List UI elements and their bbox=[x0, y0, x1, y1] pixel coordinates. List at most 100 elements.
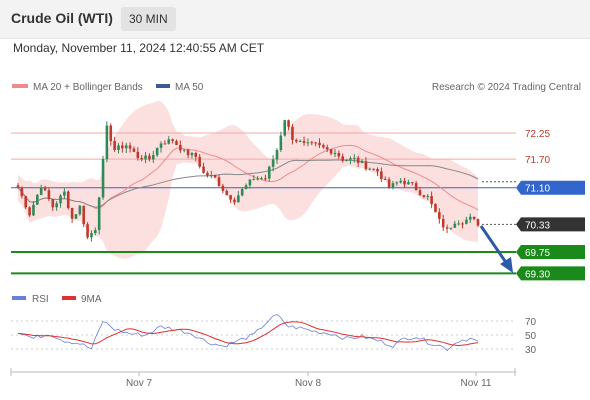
price-levels bbox=[11, 132, 516, 275]
rsi-tick-label: 30 bbox=[525, 345, 537, 356]
ma50-legend-swatch bbox=[156, 84, 170, 88]
rsi-legend-swatch bbox=[12, 296, 26, 300]
candle-body bbox=[283, 120, 287, 136]
forecast-arrow-shaft bbox=[479, 225, 509, 265]
candle-body bbox=[190, 153, 194, 156]
x-axis-label: Nov 7 bbox=[126, 378, 153, 389]
candle-body bbox=[449, 227, 453, 229]
chart-header: Crude Oil (WTI) 30 MIN bbox=[0, 0, 590, 39]
candle-body bbox=[341, 156, 345, 161]
candle-body bbox=[171, 139, 174, 141]
rsi-line bbox=[17, 314, 479, 352]
candle-body bbox=[275, 150, 279, 160]
candle-body bbox=[438, 212, 441, 219]
candle-body bbox=[167, 139, 171, 144]
support-label: 69.30 bbox=[525, 269, 550, 280]
candle-body bbox=[295, 139, 298, 142]
pivot-label-tag bbox=[516, 180, 585, 195]
candle-body bbox=[148, 155, 151, 160]
candle-body bbox=[271, 159, 275, 167]
support-label-tag bbox=[516, 266, 585, 281]
candle-body bbox=[430, 196, 433, 205]
candle-body bbox=[364, 161, 368, 170]
candle-body bbox=[322, 145, 325, 148]
resistance-label: 72.25 bbox=[525, 129, 550, 140]
x-axis: Nov 7 Nov 8 Nov 11 bbox=[126, 372, 492, 389]
candle-body bbox=[403, 180, 406, 185]
candle-body bbox=[39, 187, 43, 195]
candle-body bbox=[28, 207, 31, 216]
candle-body bbox=[237, 195, 240, 203]
candles bbox=[16, 119, 480, 242]
candle-body bbox=[202, 166, 205, 173]
candle-body bbox=[101, 159, 105, 198]
x-axis-label: Nov 11 bbox=[461, 378, 492, 389]
pivot-label: 71.10 bbox=[525, 184, 550, 195]
candle-body bbox=[179, 144, 182, 151]
datetime-label: Monday, November 11, 2024 12:40:55 AM CE… bbox=[13, 41, 265, 55]
ma9-legend-label: 9MA bbox=[81, 294, 102, 305]
candle-body bbox=[163, 143, 167, 145]
candle-body bbox=[360, 161, 364, 163]
candle-body bbox=[74, 214, 78, 219]
timeframe-button[interactable]: 30 MIN bbox=[121, 7, 176, 31]
candle-body bbox=[399, 180, 402, 183]
credit-label: Research © 2024 Trading Central bbox=[432, 82, 581, 93]
candle-body bbox=[441, 218, 445, 228]
candle-body bbox=[407, 182, 410, 185]
candle-body bbox=[325, 147, 329, 150]
support-label: 69.75 bbox=[525, 248, 550, 259]
candle-body bbox=[426, 196, 430, 198]
level-labels: 72.25 71.70 71.10 70.33 69.75 69.30 bbox=[516, 129, 585, 281]
x-axis-label: Nov 8 bbox=[295, 378, 322, 389]
candle-body bbox=[434, 204, 437, 213]
candle-body bbox=[159, 143, 163, 148]
candle-body bbox=[368, 168, 372, 170]
current-label-tag bbox=[516, 217, 585, 232]
candle-body bbox=[333, 153, 337, 155]
candle-body bbox=[132, 148, 136, 152]
ma9-legend-swatch bbox=[62, 296, 76, 300]
candle-body bbox=[461, 223, 464, 225]
candle-body bbox=[144, 155, 147, 160]
candle-body bbox=[260, 178, 263, 180]
candle-body bbox=[306, 142, 310, 144]
candle-body bbox=[395, 182, 399, 184]
candle-body bbox=[94, 230, 97, 234]
ma50-legend-label: MA 50 bbox=[175, 82, 204, 93]
candle-body bbox=[291, 126, 294, 140]
candle-body bbox=[410, 182, 414, 184]
rsi-tick-label: 70 bbox=[525, 317, 537, 328]
candle-body bbox=[113, 141, 116, 150]
candle-body bbox=[345, 159, 348, 161]
candle-body bbox=[66, 191, 70, 209]
candle-body bbox=[256, 178, 259, 180]
candle-body bbox=[302, 140, 306, 143]
candle-body bbox=[353, 157, 356, 159]
bollinger-bands bbox=[18, 101, 478, 259]
candle-body bbox=[151, 155, 155, 160]
ma20-legend-swatch bbox=[12, 84, 28, 88]
ma50-line bbox=[17, 159, 479, 208]
candle-body bbox=[206, 172, 209, 176]
candle-body bbox=[414, 183, 418, 191]
candle-body bbox=[124, 145, 128, 149]
candle-body bbox=[186, 149, 190, 156]
candle-body bbox=[198, 156, 201, 167]
candle-body bbox=[121, 145, 124, 149]
candle-body bbox=[117, 145, 120, 150]
rsi-ma9-line bbox=[17, 321, 479, 347]
candle-body bbox=[128, 145, 132, 149]
candle-body bbox=[36, 194, 39, 205]
candle-body bbox=[155, 147, 159, 156]
candle-body bbox=[78, 205, 82, 215]
candle-body bbox=[229, 195, 232, 200]
candle-body bbox=[70, 208, 74, 219]
forecast-arrow bbox=[479, 225, 513, 273]
candle-body bbox=[47, 190, 51, 200]
candle-body bbox=[136, 151, 140, 159]
candle-body bbox=[391, 183, 395, 188]
current-label: 70.33 bbox=[525, 220, 550, 231]
candle-body bbox=[349, 158, 352, 160]
